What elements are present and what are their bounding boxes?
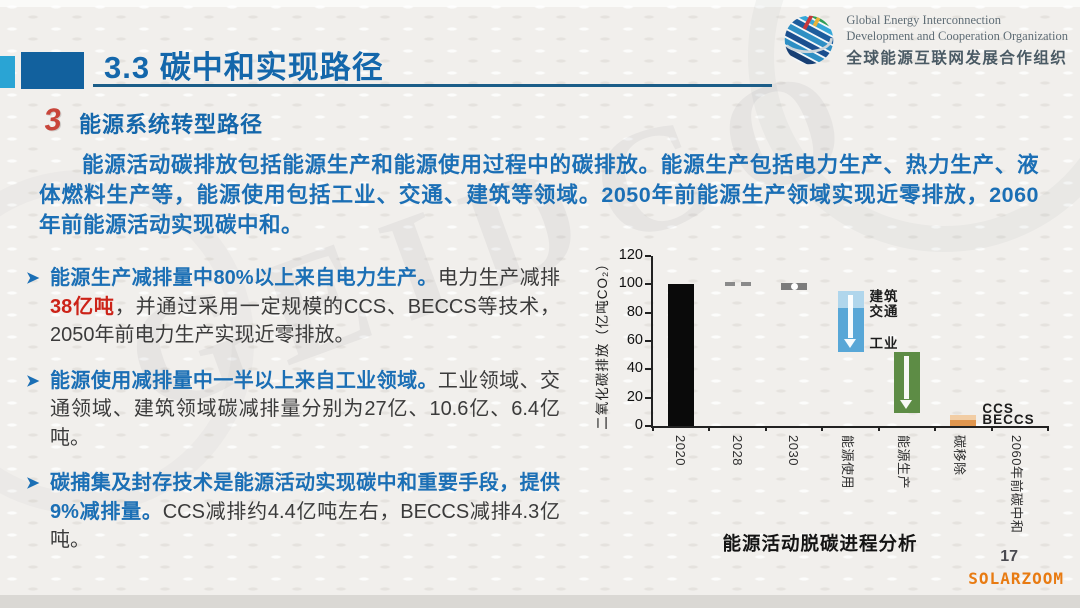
- bullet-item-2: ➤ 能源使用减排量中一半以上来自工业领域。工业领域、交通领域、建筑领域碳减排量分别…: [26, 367, 560, 453]
- y-tick-label: 40: [626, 360, 643, 377]
- y-tick-label: 60: [626, 332, 643, 348]
- down-arrow-shaft: [848, 295, 853, 339]
- x-tick-mark: [1047, 426, 1049, 431]
- x-axis-label: 能源使用: [839, 435, 855, 490]
- y-tick-label: 100: [618, 275, 643, 292]
- bullet-body: 工业领域、交通领域、建筑领域碳减排量分别为27亿、10.6亿、6.4亿吨。: [50, 369, 561, 449]
- top-highlight: [0, 0, 1080, 7]
- x-axis-label: 2060年前碳中和: [1008, 435, 1024, 534]
- bullet-body: 电力生产减排: [437, 267, 561, 289]
- bar-2028-dash: [724, 282, 735, 287]
- white-dot: [790, 282, 798, 290]
- x-tick-mark: [708, 426, 711, 431]
- y-tick-label: 20: [626, 388, 643, 405]
- intro-paragraph: 能源活动碳排放包括能源生产和能源使用过程中的碳排放。能源生产包括电力生产、热力生…: [39, 153, 1039, 237]
- y-tick-label: 120: [618, 247, 643, 263]
- decarbonization-chart: 二氧化碳排放（亿吨CO₂） 0 20 40 60 80 100 120 2020 2028 203…: [583, 246, 1069, 546]
- annotation-建筑: 建筑: [869, 288, 899, 304]
- y-tick-mark: [645, 311, 651, 314]
- y-tick-mark: [645, 368, 651, 371]
- bar-碳移除: [950, 414, 977, 426]
- annotation-CCS: CCS: [982, 401, 1014, 416]
- chart-caption: 能源活动脱碳进程分析: [722, 533, 918, 554]
- x-tick-mark: [821, 426, 824, 431]
- bar-2020: [668, 284, 695, 426]
- down-arrow-icon: [900, 400, 913, 410]
- x-axis-label: 2030: [786, 435, 802, 466]
- header-accent-light: [0, 56, 15, 88]
- bullet-body: CCS减排约4.4亿吨左右，BECCS减排4.3亿吨。: [50, 500, 560, 552]
- bar-2030: [781, 282, 808, 290]
- y-tick-mark: [645, 283, 651, 286]
- bullet-highlight: 38亿吨: [50, 295, 115, 318]
- bullet-lead: 能源使用减排量中一半以上来自工业领域。: [50, 369, 438, 392]
- page-title: 3.3 碳中和实现路径: [104, 50, 384, 85]
- bullet-arrow-icon: ➤: [26, 270, 40, 287]
- x-axis-label: 能源生产: [895, 435, 911, 490]
- bar-能源使用: [837, 291, 864, 353]
- org-logo: Global Energy Interconnection Developmen…: [781, 12, 1068, 68]
- x-tick-mark: [877, 426, 880, 431]
- bullet-arrow-icon: ➤: [26, 475, 40, 492]
- down-arrow-shaft: [904, 356, 910, 400]
- section-heading: 能源系统转型路径: [79, 112, 264, 137]
- header-accent-dark: [21, 52, 84, 89]
- bullet-list: ➤ 能源生产减排量中80%以上来自电力生产。电力生产减排 38亿吨，并通过采用一定规…: [26, 264, 560, 572]
- bullet-body: ，并通过采用一定规模的CCS、BECCS等技术，2050年前电力生产实现近零排放…: [50, 295, 561, 347]
- y-tick-mark: [645, 396, 651, 399]
- x-tick-mark: [764, 426, 767, 431]
- y-tick-mark: [645, 255, 651, 257]
- x-tick-mark: [990, 426, 993, 431]
- x-axis-label: 碳移除: [952, 435, 968, 476]
- y-tick-mark: [645, 340, 651, 342]
- org-name-cn: 全球能源互联网发展合作组织: [846, 50, 1068, 67]
- annotation-工业: 工业: [869, 335, 899, 351]
- org-name-en-line1: Global Energy Interconnection: [846, 13, 1001, 27]
- page-number: 17: [1000, 548, 1018, 565]
- annotation-BECCS: BECCS: [982, 412, 1035, 428]
- bullet-lead: 碳捕集及封存技术是能源活动实现碳中和重要手段，提供9%减排量。: [50, 472, 560, 523]
- x-axis-label: 2020: [673, 435, 689, 466]
- annotation-交通: 交通: [869, 304, 899, 320]
- y-tick-label: 80: [626, 303, 643, 320]
- bullet-arrow-icon: ➤: [26, 372, 40, 390]
- plot-area: 0 20 40 60 80 100 120 2020 2028 2030 能源使用 能源生产 碳移除 20…: [619, 247, 1049, 533]
- bar-能源生产: [893, 352, 920, 414]
- bullet-lead: 能源生产减排量中80%以上来自电力生产。: [50, 267, 438, 289]
- down-arrow-icon: [844, 339, 856, 349]
- y-tick-label: 0: [634, 417, 643, 433]
- globe-icon: [781, 12, 838, 68]
- org-name-en-line2: Development and Cooperation Organization: [846, 29, 1068, 43]
- x-tick-mark: [652, 426, 654, 431]
- x-axis-label: 2028: [729, 435, 745, 466]
- title-underline: [93, 84, 772, 87]
- bar-2028-dash: [740, 282, 751, 287]
- bottom-bar: [0, 595, 1080, 608]
- solarzoom-watermark: SOLARZOOM: [968, 569, 1064, 588]
- bullet-item-3: ➤ 碳捕集及封存技术是能源活动实现碳中和重要手段，提供9%减排量。CCS减排约4.…: [26, 469, 560, 555]
- bullet-item-1: ➤ 能源生产减排量中80%以上来自电力生产。电力生产减排 38亿吨，并通过采用一定规…: [26, 264, 560, 350]
- x-tick-mark: [934, 426, 937, 431]
- y-tick-mark: [645, 425, 651, 427]
- section-number: 3: [42, 101, 63, 138]
